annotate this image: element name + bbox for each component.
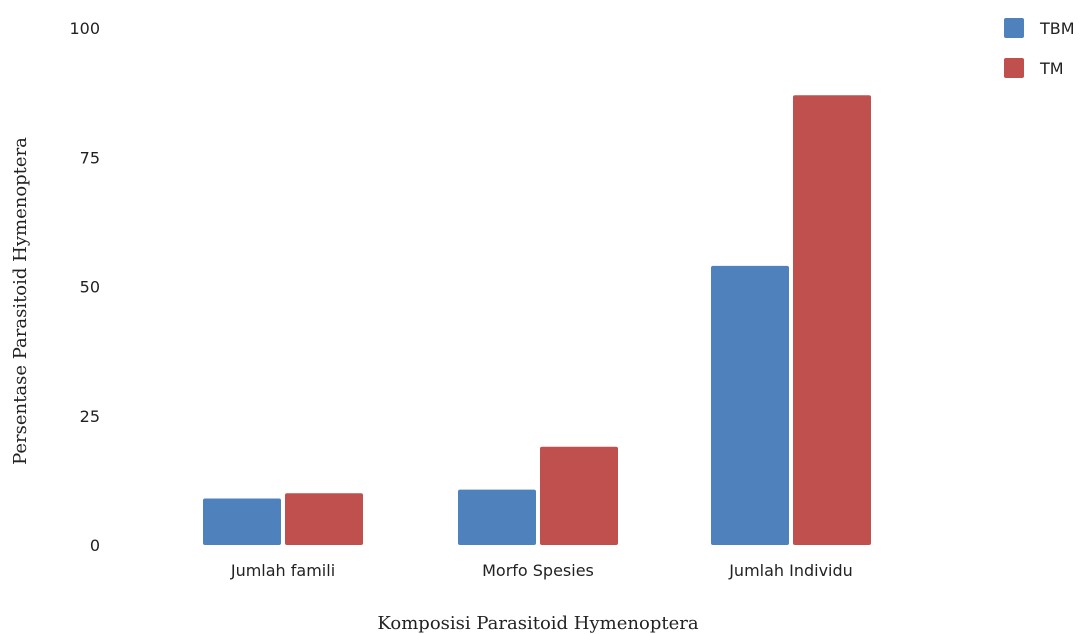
bars (203, 95, 871, 545)
legend: TBM TM (1004, 18, 1075, 78)
y-axis-ticks: 0 25 50 75 100 (69, 19, 100, 555)
bar-tbm-3 (711, 266, 789, 545)
x-tick-label: Morfo Spesies (482, 561, 594, 580)
legend-swatch-tbm (1004, 18, 1024, 38)
bar-tm-3 (793, 95, 871, 545)
bar-tm-2 (540, 447, 618, 545)
y-tick-label: 100 (69, 19, 100, 38)
bar-tbm-1 (203, 498, 281, 545)
y-tick-label: 0 (90, 536, 100, 555)
y-tick-label: 50 (80, 278, 100, 297)
y-tick-label: 25 (80, 407, 100, 426)
x-tick-label: Jumlah Individu (728, 561, 853, 580)
x-axis-title: Komposisi Parasitoid Hymenoptera (377, 613, 698, 634)
legend-label-tbm: TBM (1039, 19, 1075, 38)
legend-label-tm: TM (1039, 59, 1064, 78)
y-axis-title: Persentase Parasitoid Hymenoptera (10, 137, 31, 465)
bar-tm-1 (285, 493, 363, 545)
legend-swatch-tm (1004, 58, 1024, 78)
x-tick-label: Jumlah famili (230, 561, 335, 580)
y-tick-label: 75 (80, 148, 100, 167)
bar-tbm-2 (458, 490, 536, 545)
x-axis-category-labels: Jumlah famili Morfo Spesies Jumlah Individ… (230, 561, 853, 580)
